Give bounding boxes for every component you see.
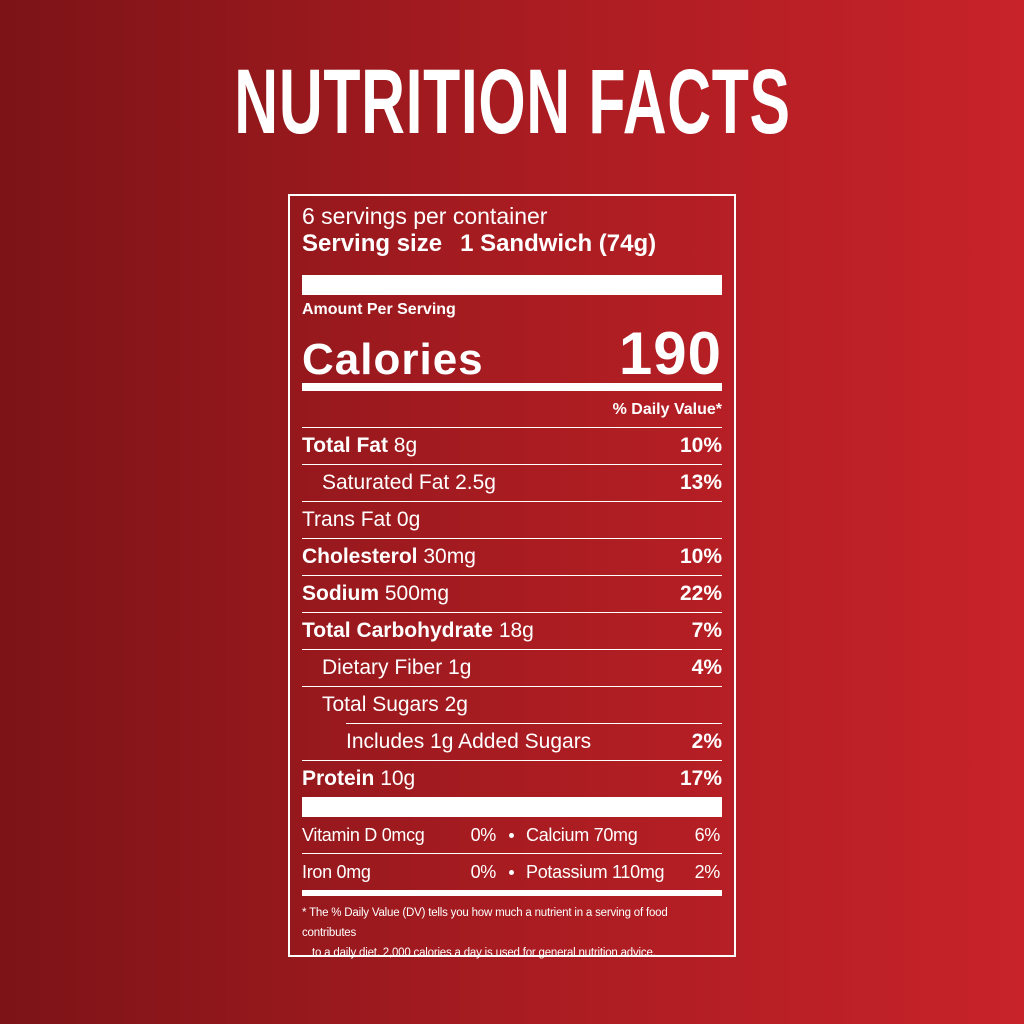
nutrient-dv: 7% <box>691 619 722 642</box>
nutrient-name: Total Carbohydrate <box>302 619 493 642</box>
vitamin-dv: 0% <box>470 824 497 845</box>
nutrient-name: Protein <box>302 767 375 790</box>
separator-dot <box>508 869 514 875</box>
serving-size-label: Serving size <box>302 230 443 257</box>
vitamin-row: Iron 0mg 0% Potassium 110mg 2% <box>302 853 722 890</box>
vitamin-dv: 6% <box>694 824 721 845</box>
nutrient-amount: 10g <box>380 767 416 790</box>
vitamin-dv: 2% <box>694 861 721 882</box>
nutrient-dv: 13% <box>679 471 722 494</box>
vitamin-name: Iron 0mg <box>302 861 371 882</box>
nutrient-row: Total Sugars 2g <box>302 686 722 723</box>
nutrient-name: Dietary Fiber 1g <box>322 656 472 679</box>
footnote: * The % Daily Value (DV) tells you how m… <box>302 903 722 963</box>
nutrient-name: Includes 1g Added Sugars <box>346 730 592 753</box>
nutrient-name-wrap: Sodium 500mg <box>302 582 449 606</box>
amount-per-serving: Amount Per Serving <box>302 301 456 318</box>
nutrient-dv: 2% <box>691 730 722 753</box>
medium-rule <box>302 890 722 896</box>
separator-dot <box>508 832 514 838</box>
calories-value: 190 <box>618 320 722 387</box>
title-wrap: NUTRITION FACTS <box>0 52 1024 152</box>
nutrient-row: Total Fat 8g 10% <box>302 427 722 464</box>
thick-rule <box>302 797 722 817</box>
nutrient-amount: 500mg <box>384 582 450 605</box>
daily-value-header: % Daily Value* <box>612 401 722 418</box>
nutrient-name: Total Sugars 2g <box>322 693 468 716</box>
footnote-line: * The % Daily Value (DV) tells you how m… <box>302 907 668 939</box>
vitamin-name: Calcium 70mg <box>526 824 638 845</box>
vitamin-name: Vitamin D 0mcg <box>302 824 425 845</box>
medium-rule <box>302 383 722 391</box>
nutrient-row: Saturated Fat 2.5g 13% <box>302 464 722 501</box>
thick-rule <box>302 275 722 295</box>
nutrient-name-wrap: Cholesterol 30mg <box>302 545 476 569</box>
nutrient-dv: 4% <box>691 656 722 679</box>
nutrient-name-wrap: Total Carbohydrate 18g <box>302 619 534 643</box>
nutrient-name-wrap: Total Sugars 2g <box>302 693 468 717</box>
serving-size: Serving size 1 Sandwich (74g) <box>302 229 722 259</box>
nutrient-row: Dietary Fiber 1g 4% <box>302 649 722 686</box>
nutrient-name-wrap: Includes 1g Added Sugars <box>346 730 591 754</box>
calories-label: Calories <box>302 335 484 384</box>
nutrient-name-wrap: Saturated Fat 2.5g <box>302 471 496 495</box>
nutrient-row: Protein 10g 17% <box>302 760 722 797</box>
vitamin-row: Vitamin D 0mcg 0% Calcium 70mg 6% <box>302 817 722 853</box>
nutrient-name-wrap: Total Fat 8g <box>302 434 417 458</box>
nutrient-row: Sodium 500mg 22% <box>302 575 722 612</box>
nutrient-dv: 22% <box>679 582 722 605</box>
nutrient-row: Cholesterol 30mg 10% <box>302 538 722 575</box>
nutrient-row: Total Carbohydrate 18g 7% <box>302 612 722 649</box>
serving-size-value: 1 Sandwich (74g) <box>460 230 657 257</box>
nutrient-amount: 18g <box>498 619 534 642</box>
nutrient-rows: Total Fat 8g 10% Saturated Fat 2.5g 13% Tran… <box>302 427 722 797</box>
nutrient-amount: 8g <box>393 434 418 457</box>
calories-row: Calories 190 <box>302 319 722 387</box>
nutrient-name: Saturated Fat 2.5g <box>322 471 496 494</box>
nutrient-name: Cholesterol <box>302 545 418 568</box>
nutrient-dv: 10% <box>679 545 722 568</box>
nutrient-name-wrap: Protein 10g <box>302 767 415 791</box>
vitamin-name: Potassium 110mg <box>526 861 665 882</box>
nutrient-row: Includes 1g Added Sugars 2% <box>346 723 722 760</box>
nutrient-name: Total Fat <box>302 434 388 457</box>
nutrient-row: Trans Fat 0g <box>302 501 722 538</box>
nutrient-amount: 30mg <box>423 545 476 568</box>
nutrient-name: Trans Fat 0g <box>302 508 421 531</box>
nutrient-dv: 10% <box>679 434 722 457</box>
vitamin-rows: Vitamin D 0mcg 0% Calcium 70mg 6% Iron 0mg 0%… <box>302 817 722 890</box>
vitamin-dv: 0% <box>470 861 497 882</box>
nutrient-name: Sodium <box>302 582 379 605</box>
nutrient-dv: 17% <box>679 767 722 790</box>
nutrient-name-wrap: Dietary Fiber 1g <box>302 656 471 680</box>
nutrition-label: 6 servings per container Serving size 1 … <box>288 194 736 959</box>
footnote-line: to a daily diet. 2,000 calories a day is… <box>312 947 656 959</box>
servings: 6 servings per container <box>302 203 548 229</box>
title: NUTRITION FACTS <box>233 51 791 153</box>
nutrient-name-wrap: Trans Fat 0g <box>302 508 420 532</box>
